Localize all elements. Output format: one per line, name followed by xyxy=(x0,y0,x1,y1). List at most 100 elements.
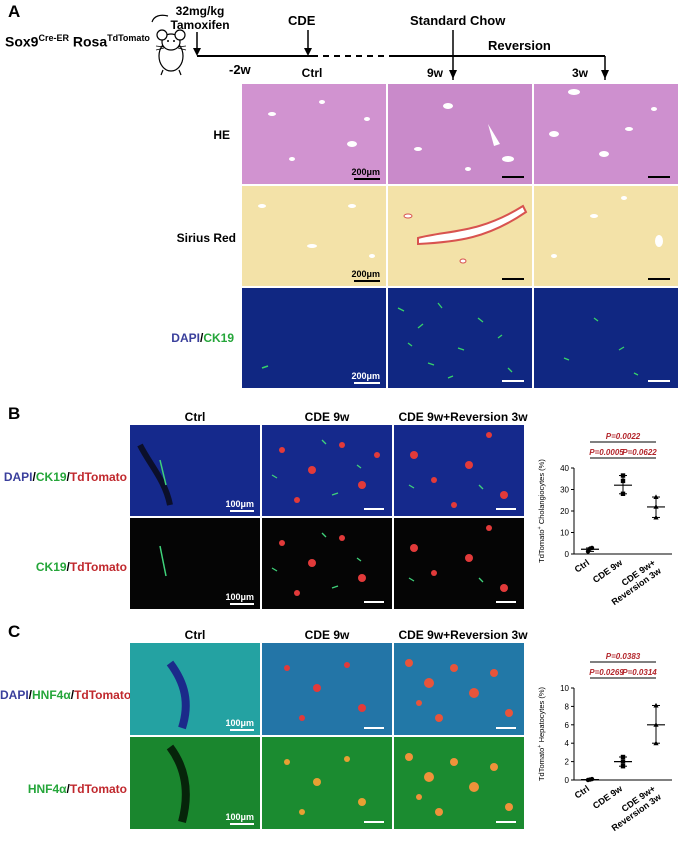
c-hnf-rev-image xyxy=(394,737,524,829)
dose-label: 32mg/kg xyxy=(175,4,225,18)
scale-bar xyxy=(354,178,380,180)
timeline-reversion-label: Reversion xyxy=(488,38,551,53)
y-tick-label: 10 xyxy=(560,529,569,538)
a-row-label-sirius: Sirius Red xyxy=(176,231,236,245)
panel-a-letter: A xyxy=(8,2,21,21)
c-dapi-rev-image xyxy=(394,643,524,735)
scale-bar xyxy=(502,278,524,280)
b-ck19-rev-image xyxy=(394,518,524,609)
scale-bar-label: 100μm xyxy=(225,812,254,822)
c-col-label-cde: CDE 9w xyxy=(304,628,350,642)
timeline xyxy=(193,30,609,80)
b-col-label-cde: CDE 9w xyxy=(304,410,350,424)
y-tick-label: 4 xyxy=(565,739,570,748)
b-dapi-rev-image xyxy=(394,425,524,516)
chart-cholangiocytes: 0 10 20 30 40 TdTomato+ Cholangiocytes (%) Ctr… xyxy=(532,416,682,616)
mouse-line-label: Sox9Cre-ER RosaTdTomato xyxy=(5,33,150,50)
y-axis-label: TdTomato+ Hepatocytes (%) xyxy=(537,686,546,781)
chart-cholangiocytes-svg: 0 10 20 30 40 TdTomato+ Cholangiocytes (%) Ctr… xyxy=(537,432,672,607)
data-point xyxy=(620,754,626,760)
data-point xyxy=(620,764,626,769)
b-col-label-ctrl: Ctrl xyxy=(184,410,206,424)
dapi-ck19-3w-image xyxy=(534,288,678,388)
y-tick-label: 20 xyxy=(560,507,569,516)
scale-bar xyxy=(502,176,524,178)
p-value-label: P=0.0383 xyxy=(606,652,641,661)
a-col-label-9w: 9w xyxy=(426,66,443,80)
scale-bar xyxy=(364,601,384,603)
b-ck19-cde-image xyxy=(262,518,392,609)
panel-c-letter: C xyxy=(8,622,21,641)
c-dapi-cde-image xyxy=(262,643,392,735)
he-3w-image xyxy=(534,84,678,184)
data-point xyxy=(620,473,626,478)
scale-bar xyxy=(648,176,670,178)
b-row-label-1: DAPI/CK19/TdTomato xyxy=(3,470,127,484)
c-col-label-ctrl: Ctrl xyxy=(184,628,206,642)
y-tick-label: 40 xyxy=(560,464,569,473)
scale-bar xyxy=(496,821,516,823)
sirius-9w-image xyxy=(388,186,532,286)
p-value-label: P=0.0022 xyxy=(606,432,641,441)
scale-bar-label: 200μm xyxy=(351,167,380,177)
a-row-label-dapi-ck19: DAPI/CK19 xyxy=(171,331,234,345)
scale-bar xyxy=(354,280,380,282)
b-dapi-ctrl-image: 100μm xyxy=(130,425,260,516)
data-point xyxy=(653,740,659,746)
timeline-cde-label: CDE xyxy=(288,13,316,28)
scale-bar xyxy=(230,603,254,605)
data-point xyxy=(653,702,659,708)
scale-bar-label: 100μm xyxy=(225,718,254,728)
b-ck19-ctrl-image: 100μm xyxy=(130,518,260,609)
data-point xyxy=(653,722,659,727)
p-value-label: P=0.0622 xyxy=(622,448,657,457)
b-col-label-rev: CDE 9w+Reversion 3w xyxy=(398,410,528,424)
data-point xyxy=(653,514,659,520)
scale-bar xyxy=(230,729,254,731)
scale-bar xyxy=(496,601,516,603)
scale-bar-label: 200μm xyxy=(351,371,380,381)
scale-bar xyxy=(496,727,516,729)
y-tick-label: 0 xyxy=(565,550,570,559)
data-point xyxy=(620,491,626,496)
scale-bar xyxy=(364,508,384,510)
data-point xyxy=(653,504,659,509)
chart-hepatocytes: 0 2 4 6 8 10 TdTomato+ Hepatocytes (%) Ctrl CDE … xyxy=(532,636,682,842)
scale-bar xyxy=(364,727,384,729)
scale-bar-label: 200μm xyxy=(351,269,380,279)
timeline-minus2w-label: -2w xyxy=(229,62,251,77)
data-point xyxy=(589,545,595,551)
panel-b-letter: B xyxy=(8,404,21,423)
b-dapi-cde-image xyxy=(262,425,392,516)
b-row-label-2: CK19/TdTomato xyxy=(35,560,127,574)
y-axis-label: TdTomato+ Cholangiocytes (%) xyxy=(537,459,546,563)
scale-bar-label: 100μm xyxy=(225,592,254,602)
scale-bar xyxy=(648,278,670,280)
dapi-ck19-ctrl-image: 200μm xyxy=(242,288,386,388)
c-col-label-rev: CDE 9w+Reversion 3w xyxy=(398,628,528,642)
scale-bar xyxy=(496,508,516,510)
scale-bar xyxy=(502,380,524,382)
he-9w-image xyxy=(388,84,532,184)
a-row-label-he: HE xyxy=(213,128,230,142)
sirius-ctrl-image: 200μm xyxy=(242,186,386,286)
y-tick-label: 10 xyxy=(560,684,569,693)
he-ctrl-image: 200μm xyxy=(242,84,386,184)
c-row-label-2: HNF4α/TdTomato xyxy=(27,782,127,796)
scale-bar xyxy=(230,823,254,825)
c-row-label-1: DAPI/HNF4α/TdTomato xyxy=(0,688,132,702)
c-dapi-ctrl-image: 100μm xyxy=(130,643,260,735)
scale-bar xyxy=(230,510,254,512)
data-point xyxy=(620,759,626,764)
p-value-label: P=0.0005 xyxy=(589,448,624,457)
x-category-label: Ctrl xyxy=(573,557,591,574)
a-col-label-3w: 3w xyxy=(571,66,588,80)
dapi-ck19-9w-image xyxy=(388,288,532,388)
data-point xyxy=(653,494,659,500)
x-category-label: Ctrl xyxy=(573,783,591,800)
drug-label: Tamoxifen xyxy=(170,18,230,32)
p-value-label: P=0.0314 xyxy=(622,668,657,677)
data-point xyxy=(620,478,626,484)
y-tick-label: 0 xyxy=(565,776,570,785)
